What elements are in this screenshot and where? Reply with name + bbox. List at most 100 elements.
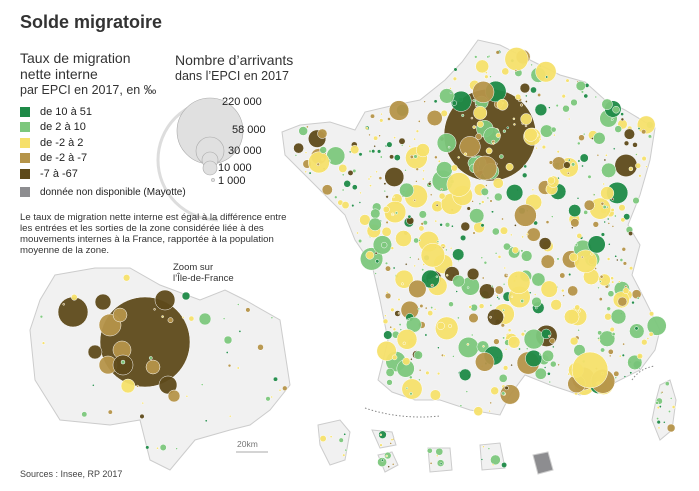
epci-bubble	[628, 231, 634, 236]
epci-bubble	[612, 105, 620, 114]
epci-bubble	[493, 338, 500, 345]
epci-bubble	[526, 227, 541, 242]
epci-bubble	[410, 357, 413, 361]
epci-bubble	[550, 299, 562, 311]
rate-legend-title: Taux de migration nette interne par EPCI…	[20, 50, 156, 98]
epci-bubble	[469, 208, 485, 224]
epci-bubble	[593, 132, 606, 145]
epci-bubble	[620, 112, 624, 116]
epci-bubble	[433, 99, 438, 104]
epci-bubble	[657, 426, 661, 430]
epci-bubble	[386, 141, 393, 148]
epci-bubble	[468, 305, 472, 309]
epci-bubble	[629, 266, 634, 271]
epci-bubble	[504, 348, 508, 351]
epci-bubble	[592, 221, 599, 228]
epci-bubble	[415, 180, 418, 183]
epci-bubble	[491, 210, 494, 214]
epci-bubble	[317, 128, 328, 139]
epci-bubble	[421, 177, 425, 181]
epci-bubble	[495, 162, 498, 166]
epci-bubble	[468, 312, 479, 324]
epci-bubble	[472, 81, 495, 103]
epci-bubble	[482, 445, 485, 448]
epci-bubble	[236, 366, 240, 370]
inset-bubble	[167, 389, 181, 403]
epci-bubble	[496, 98, 509, 111]
epci-bubble	[535, 146, 538, 150]
epci-bubble	[620, 217, 626, 223]
epci-bubble	[574, 243, 579, 247]
epci-bubble	[656, 417, 660, 421]
epci-bubble	[376, 149, 382, 154]
epci-bubble	[397, 312, 401, 315]
epci-bubble	[485, 71, 488, 74]
epci-bubble	[304, 170, 307, 174]
epci-bubble	[669, 397, 673, 400]
epci-bubble	[525, 94, 528, 98]
epci-bubble	[568, 204, 582, 218]
epci-bubble	[369, 175, 373, 179]
legend-item-na: donnée non disponible (Mayotte)	[20, 185, 186, 201]
epci-bubble	[485, 184, 488, 187]
epci-bubble	[418, 210, 427, 219]
epci-bubble	[480, 187, 489, 196]
epci-bubble	[607, 348, 614, 355]
epci-bubble	[334, 195, 338, 199]
epci-bubble	[39, 315, 44, 319]
epci-bubble	[603, 220, 606, 224]
epci-bubble	[225, 351, 229, 354]
epci-bubble	[413, 350, 423, 360]
epci-bubble	[41, 341, 46, 345]
epci-bubble	[561, 94, 566, 99]
epci-bubble	[377, 457, 387, 467]
epci-bubble	[385, 454, 388, 458]
epci-bubble	[502, 282, 506, 286]
epci-bubble	[535, 306, 538, 310]
dotted-separator	[364, 407, 441, 418]
epci-bubble	[413, 237, 419, 244]
epci-bubble	[420, 222, 424, 226]
size-circle-1000	[211, 178, 215, 182]
epci-bubble	[293, 142, 304, 154]
epci-bubble	[341, 201, 350, 210]
epci-bubble	[417, 307, 421, 311]
epci-bubble	[656, 406, 660, 410]
inset-bubble-paris	[99, 296, 191, 388]
legend-swatch	[20, 122, 30, 133]
epci-bubble	[436, 161, 453, 178]
epci-bubble	[485, 147, 493, 155]
epci-bubble	[523, 328, 545, 350]
size-circle-10000	[202, 160, 218, 176]
epci-bubble	[525, 232, 529, 236]
epci-bubble	[556, 150, 560, 154]
epci-bubble	[565, 78, 570, 83]
epci-bubble	[548, 160, 554, 165]
epci-bubble	[413, 137, 416, 141]
epci-bubble	[491, 463, 495, 467]
epci-bubble	[574, 249, 598, 273]
epci-bubble	[618, 204, 626, 212]
epci-bubble	[510, 233, 513, 237]
epci-bubble	[622, 342, 625, 346]
epci-bubble	[581, 164, 584, 168]
epci-bubble	[319, 146, 327, 154]
epci-bubble	[514, 93, 522, 101]
epci-bubble	[265, 396, 271, 402]
inset-label: Zoom sur l’Île-de-France	[173, 262, 234, 284]
epci-bubble	[599, 280, 602, 283]
epci-bubble	[497, 297, 501, 301]
epci-bubble	[439, 88, 455, 104]
epci-bubble	[609, 326, 615, 333]
epci-bubble	[376, 340, 397, 362]
epci-bubble	[338, 163, 348, 173]
epci-bubble	[418, 368, 422, 372]
inset-bubble	[112, 307, 128, 323]
epci-bubble	[436, 371, 441, 376]
epci-bubble	[419, 303, 424, 309]
epci-bubble	[535, 61, 557, 83]
epci-bubble	[450, 164, 458, 172]
epci-bubble	[501, 462, 508, 468]
epci-bubble	[338, 437, 344, 443]
